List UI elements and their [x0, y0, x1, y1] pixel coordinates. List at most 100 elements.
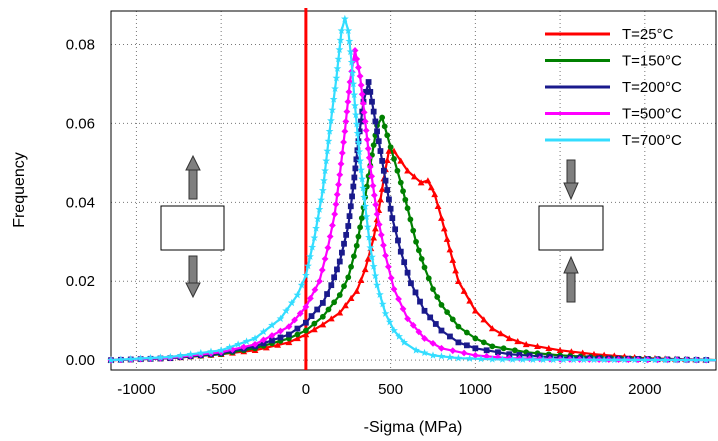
data-point: [417, 298, 423, 305]
legend-label: T=200°C: [622, 79, 682, 96]
data-point: [397, 248, 404, 255]
data-point: [409, 321, 417, 329]
data-point: [522, 340, 530, 348]
data-point: [489, 343, 496, 350]
data-point: [514, 337, 522, 345]
data-point: [331, 84, 339, 93]
data-point: [600, 355, 609, 364]
data-point: [126, 355, 135, 363]
data-point: [463, 342, 470, 349]
data-point: [383, 156, 391, 163]
data-point: [336, 258, 343, 265]
data-point: [353, 242, 360, 249]
data-point: [404, 315, 411, 323]
data-point: [382, 177, 389, 184]
data-point: [357, 224, 364, 231]
data-point: [146, 353, 155, 362]
data-point: [500, 345, 507, 352]
data-point: [353, 156, 360, 163]
data-point: [661, 355, 670, 364]
data-point: [447, 333, 453, 340]
data-point: [427, 184, 435, 191]
data-point: [294, 335, 301, 342]
data-point: [362, 127, 370, 134]
x-axis-label: -Sigma (MPa): [364, 419, 463, 436]
data-point: [345, 223, 352, 229]
data-point: [355, 147, 364, 156]
plot-frame: [110, 10, 717, 371]
data-point: [421, 335, 428, 342]
data-point: [390, 326, 398, 334]
data-point: [413, 238, 419, 245]
data-point: [440, 225, 448, 232]
data-point: [357, 276, 365, 283]
data-point: [438, 344, 445, 352]
data-point: [207, 349, 215, 357]
data-point: [360, 193, 369, 201]
data-point: [302, 319, 309, 326]
x-tick-label: 1000: [459, 381, 492, 398]
data-point: [293, 290, 302, 299]
data-point: [350, 183, 357, 190]
data-point: [455, 339, 462, 346]
data-point: [352, 110, 360, 119]
data-point: [449, 256, 457, 263]
data-point: [294, 325, 301, 332]
data-point: [399, 305, 407, 313]
data-point: [251, 334, 259, 342]
data-point: [505, 335, 513, 342]
series-4: [107, 14, 717, 364]
data-point: [321, 166, 329, 175]
data-point: [362, 212, 371, 220]
data-point: [671, 355, 680, 364]
data-point: [488, 355, 497, 363]
data-point: [347, 294, 355, 302]
data-point: [449, 347, 457, 355]
data-point: [498, 355, 507, 363]
data-point: [651, 355, 659, 364]
data-point: [347, 58, 356, 66]
data-point: [346, 213, 353, 220]
data-point: [355, 64, 362, 71]
data-point: [311, 320, 318, 327]
data-point: [506, 351, 513, 358]
data-point: [452, 267, 459, 274]
data-point: [516, 352, 523, 358]
data-point: [508, 355, 517, 363]
data-point: [349, 79, 358, 88]
data-point: [620, 355, 629, 364]
data-point: [630, 355, 639, 364]
data-point: [316, 277, 323, 285]
data-point: [495, 349, 501, 356]
data-point: [336, 171, 344, 179]
data-point: [357, 81, 365, 89]
data-point: [234, 340, 242, 348]
data-point: [345, 37, 354, 45]
data-point: [404, 269, 411, 276]
data-point: [319, 313, 326, 320]
data-point: [207, 347, 215, 355]
data-point: [354, 147, 361, 154]
data-point: [302, 327, 309, 334]
data-point: [334, 55, 343, 63]
data-point: [351, 101, 359, 109]
data-point: [338, 149, 346, 157]
data-point: [366, 243, 375, 251]
data-point: [640, 355, 649, 364]
data-point: [534, 342, 541, 350]
data-point: [377, 148, 384, 154]
data-point: [437, 352, 446, 360]
data-point: [378, 300, 387, 308]
data-point: [217, 346, 226, 354]
data-point: [384, 187, 391, 193]
series-lines: [107, 14, 717, 364]
data-point: [343, 108, 351, 115]
data-point: [389, 215, 396, 222]
data-point: [472, 345, 479, 352]
data-point: [372, 201, 380, 209]
data-point: [166, 352, 175, 361]
data-point: [415, 247, 422, 254]
data-point: [269, 337, 275, 344]
data-point: [260, 340, 267, 347]
